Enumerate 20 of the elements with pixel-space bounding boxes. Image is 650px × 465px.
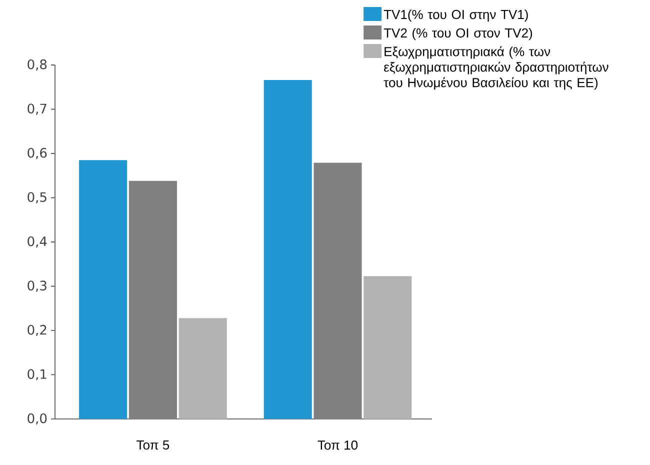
bar [79,160,128,419]
bar [178,318,227,419]
bar [314,162,362,419]
bar [128,180,177,419]
y-tick-label: 0,8 [28,59,47,71]
x-tick-label: Τοπ 5 [136,440,170,450]
x-tick-label: Τοπ 10 [318,440,358,450]
y-tick-label: 0,3 [28,280,46,292]
legend-label: Εξωχρηματιστηριακά (% των εξωχρηματιστηριακών δραστηριοτήτων του Ηνωμένου Βασιλείου και της ΕΕ) [384,46,608,90]
y-tick-label: 0,0 [28,413,47,425]
y-tick-label: 0,5 [28,192,46,204]
y-tick-label: 0,1 [28,369,46,380]
y-tick-label: 0,6 [28,148,47,160]
bar [264,80,312,419]
y-tick-label: 0,2 [28,324,46,336]
y-tick-label: 0,7 [28,104,46,115]
bar [364,276,412,419]
y-tick-label: 0,4 [28,236,47,248]
legend-label: TV1(% του ΟΙ στην TV1) [384,10,528,22]
legend-label: TV2 (% του ΟΙ στον TV2) [384,28,532,40]
